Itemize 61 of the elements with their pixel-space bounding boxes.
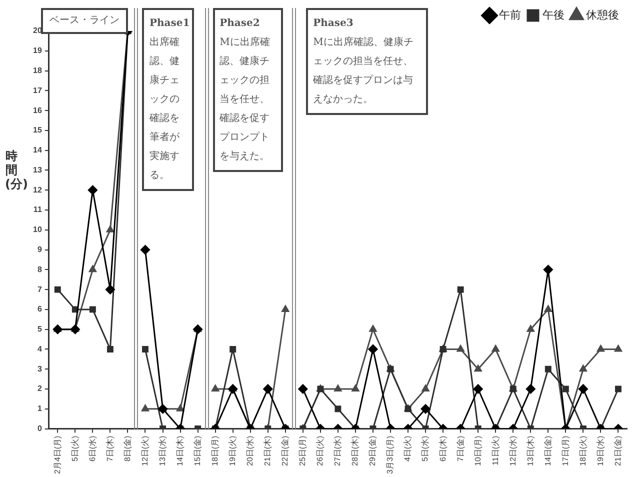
y-tick-label: 8 <box>37 264 42 274</box>
y-tick-label: 7 <box>37 284 42 294</box>
x-tick-label: 29日(金) <box>368 435 378 466</box>
legend-label: 午後 <box>542 10 564 22</box>
x-tick-label: 12日(水) <box>508 435 518 466</box>
x-tick-label: 4日(火) <box>403 435 412 462</box>
y-tick-label: 13 <box>32 165 42 174</box>
x-tick-label: 6日(水) <box>88 435 97 462</box>
x-tick-label: 10日(月) <box>473 435 482 466</box>
annotation: Phase3 Mに出席確認、健康チェックの担当を任せ、確認を促すプロンは与えなかった。 <box>313 17 414 107</box>
x-tick-label: 27日(水) <box>333 435 342 466</box>
y-tick-label: 15 <box>32 126 42 135</box>
x-tick-label: 13日(木) <box>526 435 535 466</box>
x-tick-label: 5日(水) <box>420 435 430 462</box>
x-tick-label: 20日(水) <box>246 435 255 466</box>
x-tick-label: 19日(火) <box>228 435 238 466</box>
y-tick-label: 16 <box>32 106 42 115</box>
x-tick-label: 19日(水) <box>596 435 605 466</box>
x-tick-label: 18日(火) <box>578 435 588 466</box>
x-tick-label: 28日(木) <box>350 435 360 466</box>
y-tick-label: 10 <box>32 225 42 234</box>
x-tick-label: 8日(金) <box>122 435 132 462</box>
x-tick-label: 26日(火) <box>316 435 325 466</box>
x-tick-label: 21日(金) <box>613 435 622 466</box>
text: Phase1 出席確認、健康チェックの確認を筆者が実施する。 <box>149 18 190 181</box>
y-tick-label: 18 <box>32 66 42 75</box>
x-tick-label: 7日(木) <box>105 435 114 462</box>
y-tick-label: 11 <box>33 205 42 214</box>
text: ベース・ライン <box>40 8 128 34</box>
x-tick-label: 13日(水) <box>158 435 167 466</box>
y-tick-label: 3 <box>37 364 42 374</box>
legend-label: 休憩後 <box>586 8 619 22</box>
x-tick-label: 22日(金) <box>280 435 290 466</box>
y-tick-label: 0 <box>37 424 42 433</box>
y-axis-title: 時間(分) <box>5 149 28 192</box>
x-tick-label: 2月4日(月) <box>52 435 62 474</box>
y-tick-label: 14 <box>32 146 42 155</box>
y-tick-label: 4 <box>37 344 42 354</box>
x-tick-label: 14日(木) <box>175 435 184 466</box>
x-tick-label: 11日(火) <box>490 435 500 466</box>
y-tick-label: 5 <box>37 324 42 334</box>
y-tick-label: 17 <box>32 86 42 95</box>
y-tick-label: 6 <box>37 304 42 314</box>
x-tick-label: 21日(木) <box>263 435 272 466</box>
y-tick-label: 9 <box>37 244 42 254</box>
x-tick-label: 5日(火) <box>70 435 80 462</box>
legend-label: 午前 <box>499 10 521 22</box>
y-tick-label: 12 <box>32 185 42 194</box>
y-tick-label: 19 <box>32 46 42 56</box>
x-tick-label: 3月3日(月) <box>386 435 395 474</box>
x-tick-label: 17日(月) <box>560 435 570 466</box>
x-tick-label: 7日(金) <box>456 435 465 462</box>
y-tick-label: 1 <box>37 404 42 414</box>
x-tick-label: 6日(木) <box>438 435 448 462</box>
x-tick-label: 15日(金) <box>193 435 202 466</box>
x-tick-label: 12日(火) <box>140 435 150 466</box>
y-tick-label: 2 <box>37 384 42 394</box>
x-tick-label: 14日(金) <box>543 435 552 466</box>
x-tick-label: 25日(月) <box>298 435 308 466</box>
annotation: Phase2 Mに出席確認、健康チェックの担当を任せ、確認を促すプロンプトを与えた。 <box>220 17 271 164</box>
x-tick-label: 18日(月) <box>210 435 220 466</box>
